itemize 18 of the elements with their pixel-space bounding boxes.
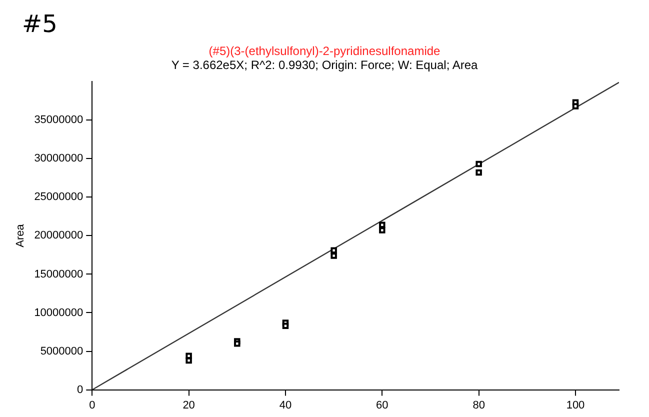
x-tick-label: 60 [376, 399, 388, 412]
chart-title: (#5)(3-(ethylsulfonyl)-2-pyridinesulfonamide [208, 44, 442, 58]
x-tick-label: 20 [182, 399, 195, 412]
text: #5 [22, 10, 58, 38]
x-tick-label: 0 [89, 399, 96, 412]
y-tick-label: 20000000 [34, 230, 84, 242]
y-tick-label: 5000000 [40, 345, 84, 358]
y-tick-label: 35000000 [34, 114, 84, 126]
x-tick-label: 80 [472, 399, 485, 412]
y-tick-label: 10000000 [34, 306, 84, 319]
chart-subtitle: Y = 3.662e5X; R^2: 0.9930; Origin: Force; W: Equal; Area [170, 58, 479, 72]
x-tick-label: 40 [279, 399, 292, 412]
y-axis-title: Area [14, 223, 27, 248]
y-tick-label: 15000000 [34, 268, 84, 280]
x-tick-label: 100 [566, 399, 585, 412]
y-tick-label: 0 [77, 384, 84, 396]
y-tick-label: 25000000 [34, 191, 84, 204]
y-tick-label: 30000000 [34, 152, 84, 165]
